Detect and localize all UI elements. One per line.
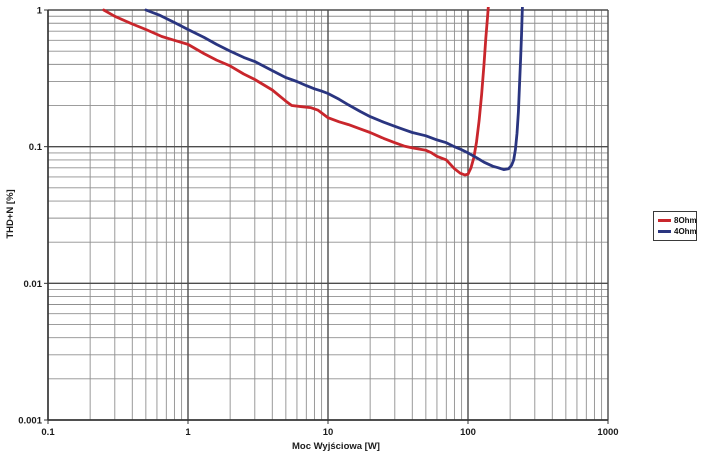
tick-labels: 0.1 1 10 100 1000 1 0.1 0.01 0.001 bbox=[18, 6, 618, 439]
x-tick-label: 0.1 bbox=[41, 427, 55, 438]
legend-item-4ohm: 4Ohm bbox=[658, 226, 697, 237]
y-tick-label: 0.1 bbox=[29, 142, 43, 153]
x-tick-label: 1000 bbox=[597, 427, 618, 438]
legend-item-8ohm: 8Ohm bbox=[658, 215, 697, 226]
curve-8ohm bbox=[102, 7, 490, 177]
chart-graphics: 0.1 1 10 100 1000 1 0.1 0.01 0.001 bbox=[18, 6, 618, 439]
curve-4ohm bbox=[144, 7, 524, 171]
legend-label-8ohm: 8Ohm bbox=[674, 215, 697, 225]
legend-box: 8Ohm 4Ohm bbox=[653, 211, 697, 241]
y-tick-label: 0.001 bbox=[18, 416, 42, 427]
x-tick-label: 1 bbox=[185, 427, 191, 438]
y-axis-title: THD+N [%] bbox=[5, 189, 16, 238]
curves bbox=[102, 7, 524, 177]
legend-swatch-4ohm-icon bbox=[658, 230, 671, 233]
x-axis-title: Moc Wyjściowa [W] bbox=[292, 441, 380, 452]
legend-label-4ohm: 4Ohm bbox=[674, 226, 697, 236]
tick-marks bbox=[44, 9, 609, 424]
x-tick-label: 100 bbox=[460, 427, 476, 438]
y-tick-label: 0.01 bbox=[24, 279, 43, 290]
y-tick-label: 1 bbox=[37, 6, 43, 17]
legend-swatch-8ohm-icon bbox=[658, 219, 671, 222]
x-tick-label: 10 bbox=[323, 427, 334, 438]
